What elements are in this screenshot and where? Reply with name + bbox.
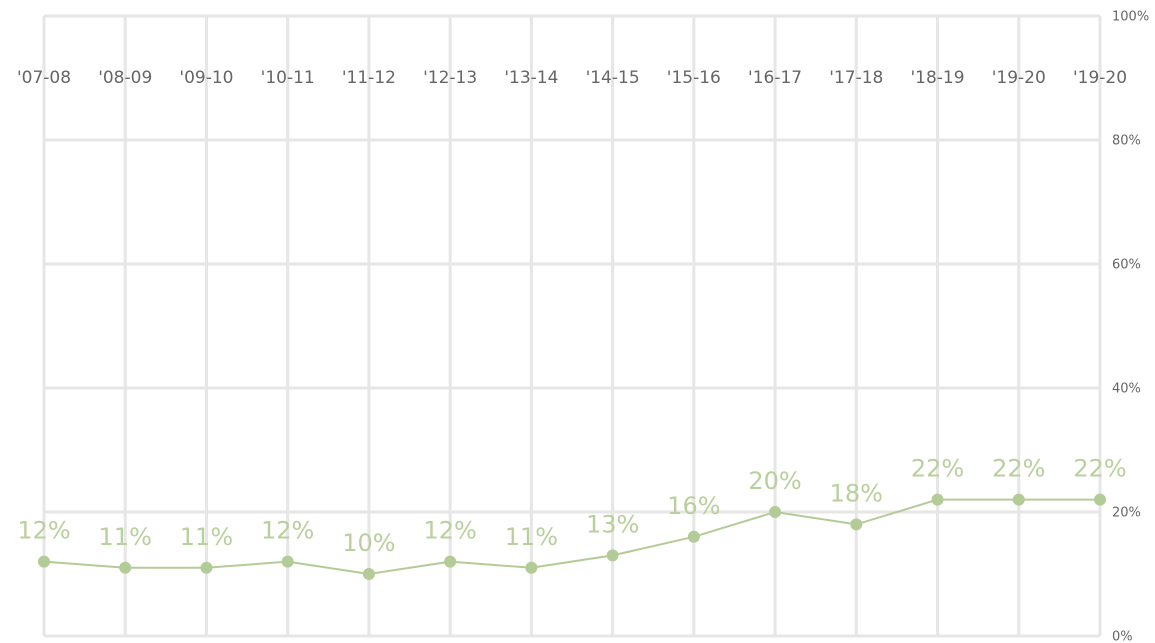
x-tick-label: '19-20 xyxy=(992,68,1046,88)
data-point xyxy=(850,518,863,531)
y-tick-label: 100% xyxy=(1112,10,1149,25)
x-tick-label: '13-14 xyxy=(504,68,558,88)
data-point xyxy=(1012,493,1025,506)
data-label: 12% xyxy=(17,517,70,545)
x-tick-label: '15-16 xyxy=(667,68,721,88)
x-tick-label: '16-17 xyxy=(748,68,802,88)
data-point xyxy=(362,568,375,580)
data-label: 12% xyxy=(261,517,314,545)
x-tick-label: '18-19 xyxy=(910,68,964,88)
data-label: 22% xyxy=(911,455,964,483)
data-label: 11% xyxy=(505,523,558,551)
x-tick-label: '14-15 xyxy=(586,68,640,88)
y-tick-label: 60% xyxy=(1112,258,1141,273)
x-tick-label: '08-09 xyxy=(98,68,152,88)
data-point xyxy=(769,506,782,518)
x-tick-label: '07-08 xyxy=(17,68,71,88)
data-label: 22% xyxy=(1073,455,1126,483)
x-tick-label: '12-13 xyxy=(423,68,477,88)
y-tick-label: 20% xyxy=(1112,506,1141,521)
y-tick-label: 40% xyxy=(1112,382,1141,397)
x-tick-label: '10-11 xyxy=(261,68,315,88)
x-tick-label: '17-18 xyxy=(829,68,883,88)
data-label: 22% xyxy=(992,455,1045,483)
data-label: 11% xyxy=(180,523,233,551)
data-point xyxy=(444,555,457,568)
x-tick-label: '19-20 xyxy=(1073,68,1127,88)
data-label: 13% xyxy=(586,510,639,538)
y-tick-label: 0% xyxy=(1112,630,1133,643)
y-tick-label: 80% xyxy=(1112,134,1141,149)
data-point xyxy=(38,555,50,568)
data-label: 18% xyxy=(830,479,883,507)
data-point xyxy=(1094,493,1106,506)
data-label: 20% xyxy=(748,467,801,495)
data-point xyxy=(525,561,538,574)
data-point xyxy=(200,561,213,574)
series-line xyxy=(43,498,1100,576)
data-label: 10% xyxy=(342,529,395,557)
data-point xyxy=(281,555,294,568)
x-tick-label: '11-12 xyxy=(342,68,396,88)
data-label: 16% xyxy=(667,492,720,520)
data-point xyxy=(687,530,700,543)
data-point xyxy=(931,493,944,506)
data-point xyxy=(606,549,619,562)
data-label: 12% xyxy=(423,517,476,545)
data-label: 11% xyxy=(99,523,152,551)
data-point xyxy=(119,561,132,574)
x-tick-label: '09-10 xyxy=(179,68,233,88)
